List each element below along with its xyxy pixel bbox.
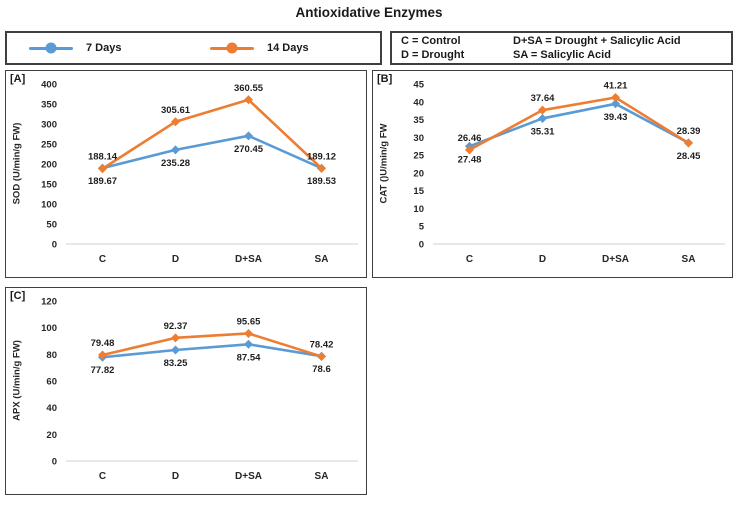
svg-text:D: D	[172, 471, 179, 482]
legend-item-7-days: 7 Days	[29, 33, 121, 63]
svg-text:189.53: 189.53	[307, 176, 336, 187]
svg-text:235.28: 235.28	[161, 158, 190, 169]
svg-text:100: 100	[41, 200, 57, 211]
svg-text:92.37: 92.37	[164, 321, 188, 332]
svg-text:45: 45	[413, 80, 424, 91]
svg-text:305.61: 305.61	[161, 105, 191, 116]
svg-text:10: 10	[413, 204, 424, 215]
svg-text:SA: SA	[682, 254, 696, 265]
svg-text:D: D	[539, 254, 546, 265]
svg-text:25: 25	[413, 151, 424, 162]
svg-text:40: 40	[46, 403, 57, 414]
svg-text:C: C	[99, 471, 106, 482]
figure-title: Antioxidative Enzymes	[295, 5, 443, 20]
svg-text:60: 60	[46, 377, 57, 388]
sod-line-chart: 0 50 100 150 200 250 300 350 400 C D D+SA SA 189.67 23…	[41, 80, 358, 265]
svg-text:188.14: 188.14	[88, 152, 118, 163]
legend-item-14-days: 14 Days	[210, 33, 309, 63]
svg-text:150: 150	[41, 180, 57, 191]
legend-label: 7 Days	[86, 42, 122, 54]
circle-marker-icon	[45, 42, 57, 54]
svg-text:D+SA: D+SA	[602, 254, 629, 265]
chart-panel-sod: [A] SOD (U/min/g FW) 0 50 100 150 200 250 300 3…	[5, 70, 367, 278]
svg-text:189.67: 189.67	[88, 176, 117, 187]
svg-text:28.45: 28.45	[677, 151, 701, 162]
svg-text:30: 30	[413, 133, 424, 144]
svg-text:27.48: 27.48	[458, 154, 482, 165]
svg-text:SA: SA	[315, 471, 329, 482]
svg-text:SA: SA	[315, 254, 329, 265]
svg-text:50: 50	[46, 220, 57, 231]
svg-text:15: 15	[413, 186, 424, 197]
cat-line-chart: 0 5 10 15 20 25 30 35 40 45 C D D+SA SA 27.48 35.31 39.4…	[413, 80, 725, 265]
svg-text:189.12: 189.12	[307, 151, 336, 162]
svg-text:400: 400	[41, 80, 57, 91]
svg-text:28.39: 28.39	[677, 126, 701, 137]
chart-panel-cat: [B] CAT ()U/min/g FW 0 5 10 15 20 25 30 35 40 45 C…	[372, 70, 733, 278]
series-legend-box: 7 Days 14 Days	[5, 31, 382, 65]
line-marker-icon	[210, 42, 254, 54]
svg-text:35: 35	[413, 115, 424, 126]
panel-label-c: [C]	[10, 290, 26, 302]
svg-text:95.65: 95.65	[237, 316, 261, 327]
svg-text:100: 100	[41, 323, 57, 334]
panel-label-b: [B]	[377, 73, 393, 85]
abbr-column-2: D+SA = Drought + Salicylic Acid SA = Sal…	[513, 34, 731, 63]
svg-text:79.48: 79.48	[91, 338, 115, 349]
svg-text:35.31: 35.31	[531, 126, 555, 137]
svg-text:80: 80	[46, 350, 57, 361]
svg-text:300: 300	[41, 120, 57, 131]
svg-text:40: 40	[413, 97, 424, 108]
circle-marker-icon	[226, 42, 238, 54]
abbr-drought: D = Drought	[401, 49, 465, 61]
chart-panel-apx: [C] APX (U/min/g FW) 0 20 40 60 80 100 120 C D D+…	[5, 287, 367, 495]
svg-text:78.42: 78.42	[310, 339, 334, 350]
svg-text:20: 20	[413, 168, 424, 179]
legend-label: 14 Days	[267, 42, 309, 54]
panel-label-a: [A]	[10, 73, 26, 85]
abbreviation-legend-box: C = Control D = Drought D+SA = Drought +…	[390, 31, 733, 65]
abbr-control: C = Control	[401, 34, 461, 47]
abbr-drought-sa: D+SA = Drought + Salicylic Acid	[513, 34, 681, 47]
svg-text:78.6: 78.6	[312, 364, 331, 375]
svg-text:77.82: 77.82	[91, 365, 115, 376]
svg-text:270.45: 270.45	[234, 144, 264, 155]
svg-text:350: 350	[41, 100, 57, 111]
svg-text:120: 120	[41, 297, 57, 308]
line-marker-icon	[29, 42, 73, 54]
svg-text:0: 0	[419, 240, 424, 251]
svg-text:41.21: 41.21	[604, 80, 628, 91]
abbr-sa: SA = Salicylic Acid	[513, 49, 611, 61]
svg-text:D+SA: D+SA	[235, 471, 262, 482]
svg-text:0: 0	[52, 457, 57, 468]
svg-text:C: C	[99, 254, 106, 265]
svg-text:200: 200	[41, 160, 57, 171]
svg-text:360.55: 360.55	[234, 83, 264, 94]
svg-text:87.54: 87.54	[237, 352, 261, 363]
svg-text:20: 20	[46, 430, 57, 441]
svg-text:83.25: 83.25	[164, 358, 188, 369]
svg-text:D+SA: D+SA	[235, 254, 262, 265]
svg-text:250: 250	[41, 140, 57, 151]
svg-text:39.43: 39.43	[604, 112, 628, 123]
svg-text:5: 5	[419, 222, 425, 233]
abbr-column-1: C = Control D = Drought	[401, 34, 513, 63]
svg-text:26.46: 26.46	[458, 133, 482, 144]
svg-text:37.64: 37.64	[531, 93, 555, 104]
svg-text:D: D	[172, 254, 179, 265]
apx-line-chart: 0 20 40 60 80 100 120 C D D+SA SA 77.82 83.25 87.54 78…	[41, 297, 358, 482]
svg-text:0: 0	[52, 240, 57, 251]
svg-text:C: C	[466, 254, 473, 265]
